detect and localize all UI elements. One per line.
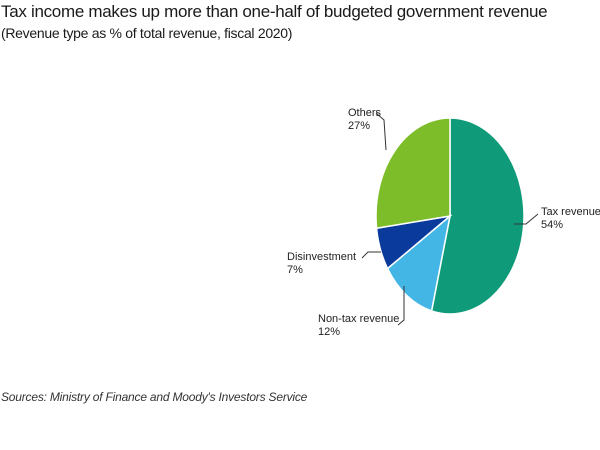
- slice-value-disinvestment: 7%: [287, 264, 303, 276]
- chart-title: Tax income makes up more than one-half o…: [1, 2, 548, 21]
- slice-value-non-tax-revenue: 12%: [318, 326, 340, 338]
- leader-lines: [361, 112, 539, 326]
- leader-line-non-tax-revenue: [397, 286, 405, 326]
- leader-line-disinvestment: [361, 251, 381, 259]
- source-note: Sources: Ministry of Finance and Moody's…: [1, 390, 308, 404]
- slice-value-tax-revenue: 54%: [541, 219, 563, 231]
- leader-line-others: [375, 112, 387, 151]
- pie-slice-tax-revenue: [430, 117, 525, 315]
- pie-slice-non-tax-revenue: [386, 214, 452, 312]
- slice-label-disinvestment: Disinvestment: [287, 251, 356, 263]
- chart-subtitle: (Revenue type as % of total revenue, fis…: [1, 25, 293, 41]
- leader-line-tax-revenue: [514, 213, 539, 225]
- slice-label-tax-revenue: Tax revenue: [541, 206, 600, 218]
- slice-value-others: 27%: [348, 120, 370, 132]
- slice-label-non-tax-revenue: Non-tax revenue: [318, 313, 399, 325]
- pie-slice-others: [375, 117, 451, 230]
- pie-slices: [375, 117, 525, 315]
- slice-label-others: Others: [348, 107, 382, 119]
